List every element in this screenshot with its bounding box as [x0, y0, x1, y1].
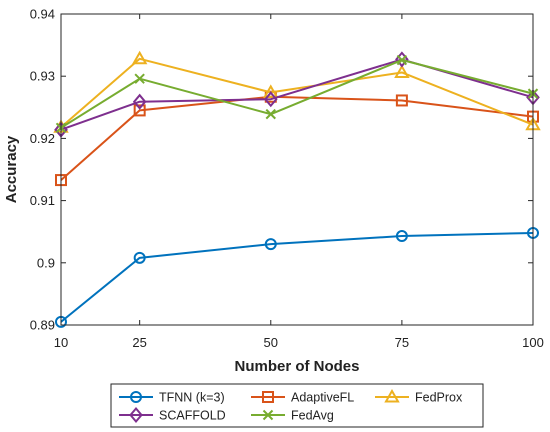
x-axis-title: Number of Nodes: [234, 358, 359, 375]
legend-marker: [262, 391, 274, 403]
legend-item: AdaptiveFL: [251, 391, 354, 405]
y-tick-label: 0.91: [30, 193, 55, 208]
legend-marker: [130, 391, 142, 403]
legend-item: FedProx: [375, 388, 463, 405]
y-tick-label: 0.89: [30, 318, 55, 333]
series-circle: [55, 226, 539, 328]
plot-area: [61, 14, 533, 325]
legend-label: FedProx: [415, 391, 463, 405]
legend-item: TFNN (k=3): [119, 391, 225, 405]
data-point: [264, 238, 277, 251]
data-point: [131, 50, 148, 65]
y-tick-label: 0.93: [30, 69, 55, 84]
x-tick-label: 75: [395, 335, 409, 350]
y-tick-label: 0.92: [30, 131, 55, 146]
legend-box: [110, 383, 484, 428]
y-tick-label: 0.94: [30, 7, 55, 22]
data-point: [263, 91, 278, 108]
legend-label: SCAFFOLD: [159, 409, 226, 423]
x-tick-label: 25: [132, 335, 146, 350]
y-tick-label: 0.9: [37, 255, 55, 270]
legend-item: FedAvg: [251, 409, 334, 423]
plot-frame: [60, 13, 534, 326]
tick-layer: 10 25 50 75 100 0.89 0.9 0.91 0.92 0.93 0.94: [30, 7, 544, 351]
legend-marker: [129, 406, 143, 424]
x-tick-label: 50: [264, 335, 278, 350]
legend: TFNN (k=3) AdaptiveFL FedProx SCAFFOLD FedAv…: [110, 383, 484, 428]
legend-marker: [262, 409, 274, 421]
data-point: [133, 104, 146, 117]
legend-item: SCAFFOLD: [119, 406, 226, 424]
legend-label: AdaptiveFL: [291, 391, 354, 405]
data-point: [134, 73, 145, 84]
data-point: [133, 251, 146, 264]
data-point: [396, 54, 408, 66]
legend-marker: [384, 388, 400, 403]
series-line: [60, 231, 534, 323]
data-point: [132, 93, 147, 110]
legend-label: TFNN (k=3): [159, 391, 225, 405]
data-point: [395, 94, 408, 107]
y-axis-title: Accuracy: [3, 135, 20, 203]
data-point: [394, 64, 410, 78]
legend-label: FedAvg: [291, 409, 334, 423]
x-tick-label: 10: [54, 335, 68, 350]
legend-entries: TFNN (k=3) AdaptiveFL FedProx SCAFFOLD FedAv…: [119, 388, 463, 424]
data-point: [265, 108, 276, 120]
data-point: [263, 84, 279, 98]
x-tick-label: 100: [522, 335, 544, 350]
data-point: [395, 230, 408, 243]
